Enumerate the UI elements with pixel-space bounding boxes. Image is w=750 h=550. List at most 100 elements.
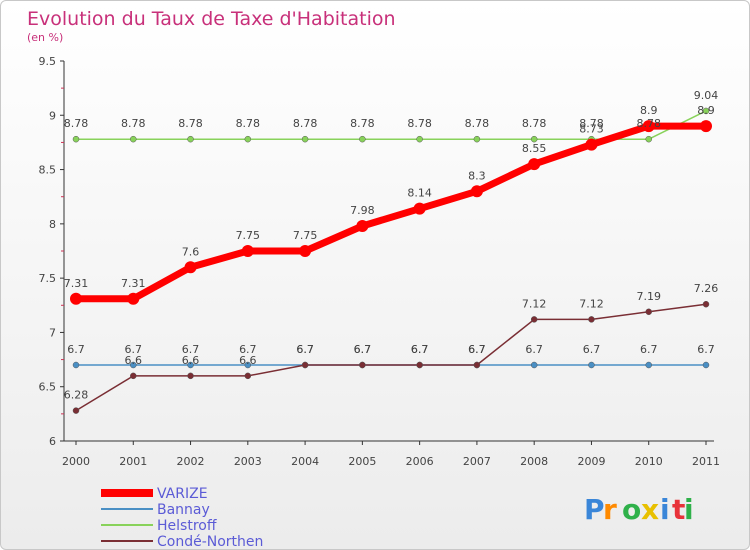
data-point bbox=[528, 158, 541, 171]
data-label: 6.7 bbox=[411, 343, 429, 356]
data-point bbox=[645, 135, 652, 143]
data-label: 8.78 bbox=[236, 117, 261, 130]
data-point bbox=[470, 185, 483, 198]
data-point bbox=[416, 361, 423, 369]
data-label: 7.12 bbox=[522, 297, 547, 310]
data-label: 6.7 bbox=[354, 343, 372, 356]
series-layer bbox=[70, 107, 712, 414]
data-point bbox=[416, 135, 423, 143]
legend-label: Bannay bbox=[157, 502, 210, 518]
logo-letter: t bbox=[672, 493, 685, 526]
axes: 6 6.5 7 7.5 8 8.5 9 9.5 2000 2001 2002 2003 2004 2005… bbox=[39, 55, 721, 468]
x-tick-label: 2000 bbox=[62, 455, 90, 468]
logo-letter: P bbox=[584, 493, 605, 526]
data-point bbox=[588, 316, 595, 323]
logo-letter: i bbox=[660, 493, 670, 526]
data-label: 8.78 bbox=[64, 117, 89, 130]
data-point bbox=[359, 361, 366, 369]
data-label: 6.7 bbox=[583, 343, 601, 356]
data-label: 6.7 bbox=[296, 343, 314, 356]
data-point bbox=[359, 135, 366, 143]
proxiti-logo: Pr o x i ti bbox=[584, 493, 694, 526]
data-label: 6.7 bbox=[296, 343, 314, 356]
data-label: 7.6 bbox=[182, 245, 200, 258]
data-label: 7.31 bbox=[64, 277, 89, 290]
data-label: 8.9 bbox=[697, 104, 715, 117]
data-label: 7.26 bbox=[694, 282, 719, 295]
data-label: 6.7 bbox=[468, 343, 486, 356]
data-point bbox=[642, 120, 655, 133]
data-label: 6.6 bbox=[125, 354, 143, 367]
x-tick-label: 2001 bbox=[119, 455, 147, 468]
data-label: 8.14 bbox=[407, 187, 432, 200]
data-label: 6.6 bbox=[182, 354, 200, 367]
data-point bbox=[241, 245, 254, 257]
data-label: 6.7 bbox=[354, 343, 372, 356]
data-label: 8.55 bbox=[522, 142, 547, 155]
data-label: 8.78 bbox=[178, 117, 203, 130]
data-label: 6.7 bbox=[67, 343, 85, 356]
data-point bbox=[530, 361, 538, 369]
y-tick-label: 8 bbox=[49, 218, 56, 231]
x-tick-label: 2005 bbox=[348, 455, 376, 468]
data-label: 8.78 bbox=[522, 117, 547, 130]
data-label: 7.12 bbox=[579, 297, 604, 310]
y-tick-label: 9.5 bbox=[39, 55, 57, 68]
data-point bbox=[700, 120, 712, 133]
data-label: 6.7 bbox=[182, 343, 200, 356]
data-point bbox=[301, 135, 309, 143]
chart-subtitle: (en %) bbox=[27, 31, 63, 44]
data-point bbox=[702, 300, 710, 308]
data-point bbox=[299, 245, 312, 257]
data-label: 8.3 bbox=[468, 169, 486, 182]
data-label: 8.9 bbox=[640, 104, 658, 117]
data-label: 8.78 bbox=[636, 117, 661, 130]
x-tick-label: 2011 bbox=[692, 455, 720, 468]
data-label: 6.7 bbox=[525, 343, 543, 356]
legend-label: Condé-Northen bbox=[157, 534, 263, 549]
x-tick-label: 2006 bbox=[406, 455, 434, 468]
data-point bbox=[72, 407, 80, 414]
data-point bbox=[187, 135, 194, 143]
y-tick-label: 8.5 bbox=[39, 164, 57, 177]
data-label: 6.7 bbox=[697, 343, 715, 356]
data-point bbox=[645, 361, 652, 369]
data-point bbox=[187, 361, 194, 369]
data-point bbox=[72, 135, 80, 143]
data-label: 6.28 bbox=[64, 389, 89, 402]
x-tick-label: 2007 bbox=[463, 455, 491, 468]
logo-letter: o bbox=[622, 493, 641, 526]
legend-label: Helstroff bbox=[157, 518, 217, 534]
data-label: 6.7 bbox=[468, 343, 486, 356]
data-labels: 7.31 7.317.67.75 7.757.988.148.38.558.738.… bbox=[64, 89, 719, 402]
logo-letter: x bbox=[641, 493, 659, 526]
data-label: 8.78 bbox=[465, 117, 490, 130]
data-label: 8.73 bbox=[579, 123, 604, 136]
x-tick-label: 2002 bbox=[177, 455, 205, 468]
y-tick-label: 6.5 bbox=[39, 381, 57, 394]
data-label: 6.7 bbox=[125, 343, 143, 356]
data-point bbox=[244, 372, 252, 380]
data-label: 6.7 bbox=[239, 343, 257, 356]
data-point bbox=[72, 361, 80, 369]
data-point bbox=[356, 220, 369, 233]
data-label: 9.04 bbox=[694, 89, 719, 102]
data-point bbox=[130, 372, 137, 380]
data-label: 7.98 bbox=[350, 204, 375, 217]
data-label: 6.7 bbox=[640, 343, 658, 356]
data-label: 6.7 bbox=[411, 343, 429, 356]
chart-title: Evolution du Taux de Taxe d'Habitation bbox=[27, 8, 396, 30]
data-label: 8.78 bbox=[350, 117, 375, 130]
data-label: 7.75 bbox=[236, 229, 261, 242]
data-label: 7.75 bbox=[293, 229, 318, 242]
legend-label: VARIZE bbox=[157, 486, 208, 502]
data-point bbox=[588, 361, 595, 369]
data-point bbox=[244, 135, 252, 143]
data-point bbox=[184, 261, 197, 274]
series-line bbox=[76, 122, 706, 303]
data-point bbox=[645, 308, 652, 316]
data-point bbox=[413, 202, 426, 215]
